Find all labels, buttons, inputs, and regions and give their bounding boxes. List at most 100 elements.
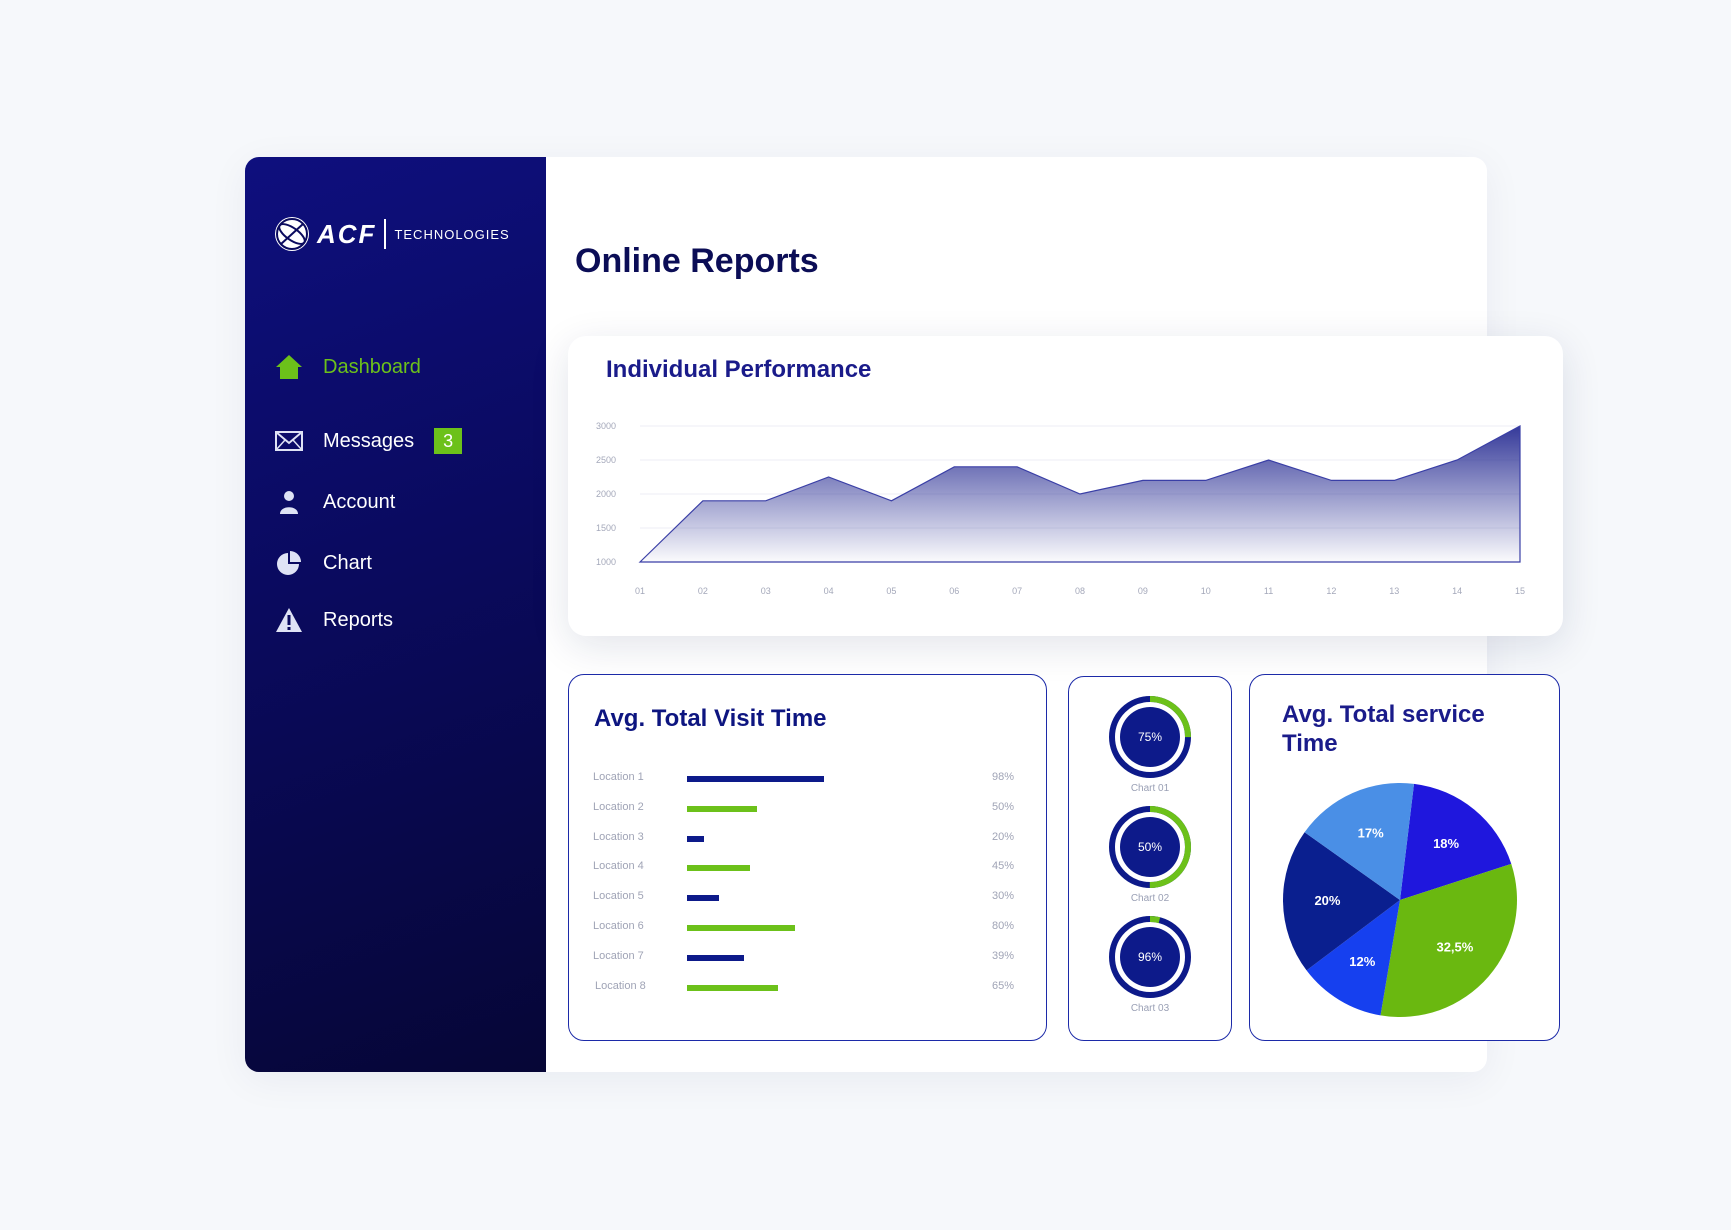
ring-value: 96% xyxy=(1138,950,1162,964)
page-title: Online Reports xyxy=(575,242,819,280)
card-title: Individual Performance xyxy=(606,356,872,383)
location-label: Location 3 xyxy=(593,830,644,843)
sidebar-item-dashboard[interactable]: Dashboard xyxy=(275,347,421,387)
warning-icon xyxy=(275,606,303,634)
location-bar xyxy=(687,776,825,782)
pie-slice xyxy=(1306,900,1400,1016)
ring-center xyxy=(1120,707,1180,767)
pie-slice xyxy=(1400,783,1512,900)
pie-slice-label: 32,5% xyxy=(1436,939,1473,954)
brand-name: ACF xyxy=(317,218,377,249)
pie-slice-label: 20% xyxy=(1314,893,1340,908)
unread-count-badge: 3 xyxy=(434,428,463,454)
service-pie-chart: 18% 32,5% 12% 20% 17% xyxy=(1283,783,1517,1017)
sidebar-item-chart[interactable]: Chart xyxy=(275,543,372,583)
x-tick-label: 07 xyxy=(1012,586,1022,596)
x-tick-label: 06 xyxy=(949,586,959,596)
sidebar-item-account[interactable]: Account xyxy=(275,482,395,522)
location-percent: 80% xyxy=(991,920,1014,932)
location-percent: 98% xyxy=(991,771,1014,783)
brand-logo: ACF TECHNOLOGIES xyxy=(275,217,510,251)
x-tick-label: 10 xyxy=(1201,586,1211,596)
location-label: Location 1 xyxy=(593,771,644,783)
ring-value: 75% xyxy=(1138,730,1162,744)
pie-slice-label: 12% xyxy=(1349,954,1375,969)
ring-label: Chart 02 xyxy=(1131,893,1170,904)
location-percent: 65% xyxy=(991,979,1014,992)
sidebar-item-label: Chart xyxy=(323,551,372,574)
location-label: Location 8 xyxy=(595,979,646,992)
avg-visit-time-card: Avg. Total Visit Time Location 1 98% Locat… xyxy=(568,674,1047,1041)
location-bar xyxy=(687,805,757,812)
x-tick-label: 08 xyxy=(1075,586,1085,596)
sidebar-item-label: Account xyxy=(323,490,396,513)
sidebar-item-label: Reports xyxy=(323,608,394,631)
location-label: Location 6 xyxy=(593,920,644,932)
x-tick-label: 09 xyxy=(1138,586,1148,596)
pie-slice xyxy=(1380,863,1517,1017)
location-percent: 30% xyxy=(991,890,1014,903)
ring-label: Chart 01 xyxy=(1131,783,1170,794)
x-tick-label: 15 xyxy=(1515,586,1525,596)
sidebar: ACF TECHNOLOGIES Dashboard Messages 3 xyxy=(245,157,546,1072)
ring-remainder xyxy=(1109,696,1191,778)
y-tick-label: 2000 xyxy=(596,489,616,499)
x-tick-label: 04 xyxy=(824,586,834,596)
brand-subtitle: TECHNOLOGIES xyxy=(394,226,510,242)
globe-logo-icon xyxy=(275,217,309,251)
x-tick-label: 03 xyxy=(761,586,771,596)
location-bar xyxy=(687,954,745,961)
progress-ring: 50% Chart 02 xyxy=(1109,806,1191,904)
x-tick-label: 12 xyxy=(1326,586,1336,596)
pie-slice xyxy=(1283,832,1400,971)
home-icon xyxy=(275,353,303,381)
user-icon xyxy=(275,488,303,516)
y-tick-label: 2500 xyxy=(596,455,616,465)
location-label: Location 7 xyxy=(593,949,644,962)
avg-service-time-card: Avg. Total service Time 18% 32,5% 12% 20% 17… xyxy=(1249,674,1560,1041)
sidebar-item-reports[interactable]: Reports xyxy=(275,600,393,640)
location-bar xyxy=(687,895,720,902)
x-tick-label: 13 xyxy=(1389,586,1399,596)
pie-slice-label: 18% xyxy=(1433,836,1459,851)
pie-slice-label: 17% xyxy=(1358,826,1384,841)
ring-center xyxy=(1120,927,1180,987)
location-percent: 45% xyxy=(991,860,1014,873)
area-series xyxy=(638,424,1521,563)
performance-area-chart: 3000 2500 2000 1500 1000 01 02 03 04 05 06 07 08 09 10… xyxy=(596,421,1525,596)
location-percent: 20% xyxy=(991,830,1014,843)
location-label: Location 2 xyxy=(593,800,644,813)
x-tick-label: 01 xyxy=(635,586,645,596)
ring-center xyxy=(1120,817,1180,877)
location-bar xyxy=(687,925,795,931)
pie-slice xyxy=(1304,783,1415,900)
card-title: Avg. Total Visit Time xyxy=(594,705,827,732)
y-tick-label: 3000 xyxy=(596,421,616,431)
location-bar xyxy=(687,865,750,872)
ring-label: Chart 03 xyxy=(1131,1003,1170,1014)
x-tick-label: 05 xyxy=(886,586,896,596)
location-bar xyxy=(687,835,704,842)
progress-rings-card: 75% Chart 01 50% Chart 02 96% Chart 03 xyxy=(1068,676,1232,1041)
ring-remainder xyxy=(1109,806,1191,888)
progress-ring: 75% Chart 01 xyxy=(1109,696,1191,794)
individual-performance-card: Individual Performance 3000 2500 2000 1500 1… xyxy=(568,336,1563,636)
y-tick-label: 1000 xyxy=(596,557,616,567)
location-label: Location 5 xyxy=(593,890,644,903)
sidebar-item-messages[interactable]: Messages 3 xyxy=(275,421,463,461)
logo-divider xyxy=(384,219,387,249)
x-tick-label: 11 xyxy=(1264,586,1273,596)
envelope-icon xyxy=(275,427,303,455)
card-title: Avg. Total service Time xyxy=(1282,701,1485,757)
progress-ring: 96% Chart 03 xyxy=(1109,916,1191,1014)
sidebar-item-label: Dashboard xyxy=(323,355,421,378)
sidebar-item-label: Messages xyxy=(323,429,415,452)
pie-chart-icon xyxy=(275,549,303,577)
y-tick-label: 1500 xyxy=(596,523,616,533)
x-tick-label: 02 xyxy=(698,586,708,596)
x-tick-label: 14 xyxy=(1452,586,1462,596)
ring-remainder xyxy=(1109,916,1191,998)
location-label: Location 4 xyxy=(593,860,644,873)
location-percent: 50% xyxy=(991,800,1014,813)
location-percent: 39% xyxy=(991,949,1014,962)
